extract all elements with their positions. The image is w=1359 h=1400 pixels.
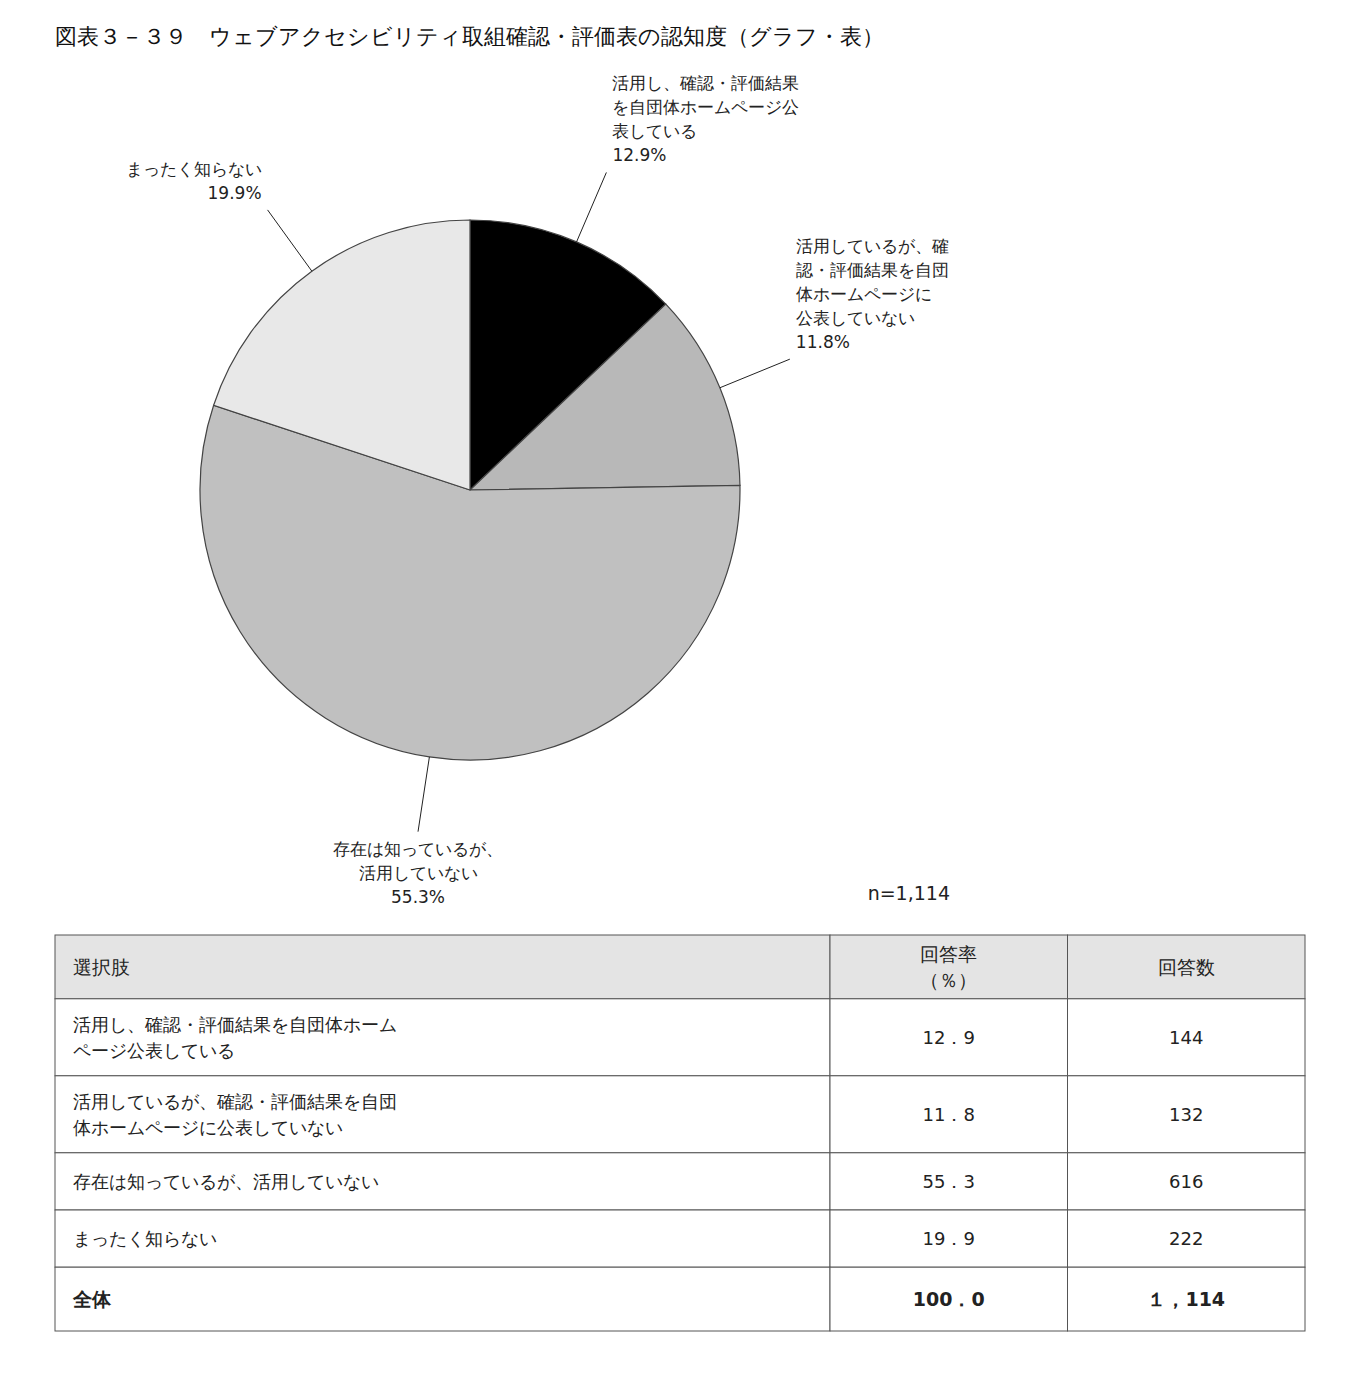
- table-cell: [55, 1267, 830, 1331]
- slice-label-line: を自団体ホームページ公: [612, 97, 799, 117]
- table-cell: [830, 1267, 1068, 1331]
- slice-label-line: 公表していない: [796, 308, 915, 328]
- table-cell: [55, 1153, 830, 1210]
- table-text-line: 活用しているが、確認・評価結果を自団: [73, 1091, 397, 1112]
- pie-labels: 活用し、確認・評価結果を自団体ホームページ公表している 12.9% 活用しているが、…: [126, 73, 949, 906]
- slice-label: 存在は知っているが、活用していない: [333, 839, 503, 883]
- table-cell: [1068, 1267, 1306, 1331]
- slice-label: まったく知らない: [126, 159, 262, 179]
- table-header-line: 回答数: [1158, 956, 1215, 978]
- table-text: 132: [1169, 1104, 1203, 1125]
- slice-label-line: 活用しているが、確: [796, 236, 949, 256]
- table-text: 全体: [72, 1288, 112, 1310]
- table-header: 回答率 （％）: [920, 943, 977, 991]
- table-text-line: 12．9: [923, 1027, 975, 1048]
- table-text-line: 222: [1169, 1228, 1203, 1249]
- title: 図表３－３９ ウェブアクセシビリティ取組確認・評価表の認知度（グラフ・表）: [55, 24, 884, 49]
- table-cell: [830, 1076, 1068, 1153]
- table-text-line: 132: [1169, 1104, 1203, 1125]
- leader-line: [577, 172, 607, 241]
- table-header-line: 選択肢: [73, 956, 130, 978]
- table-header-cell: [55, 935, 830, 999]
- chart-svg: 図表３－３９ ウェブアクセシビリティ取組確認・評価表の認知度（グラフ・表） 活用し…: [0, 0, 1359, 1400]
- table-header-line: （％）: [920, 969, 977, 991]
- leader-line: [720, 359, 790, 388]
- table-text: 222: [1169, 1228, 1203, 1249]
- data-label: 55.3%: [391, 887, 445, 907]
- table: 選択肢 回答率 （％） 回答数活用し、確認・評価結果を自団体ホームページ公表している 1…: [55, 935, 1305, 1331]
- table-cell: [830, 1210, 1068, 1267]
- table-text: 55．3: [923, 1171, 975, 1192]
- table-cell: [830, 1153, 1068, 1210]
- slice-label-line: まったく知らない: [126, 159, 262, 179]
- chart-container: 図表３－３９ ウェブアクセシビリティ取組確認・評価表の認知度（グラフ・表） 活用し…: [0, 0, 1359, 1400]
- slice-label: 活用し、確認・評価結果を自団体ホームページ公表している: [612, 73, 799, 141]
- table-cell: [1068, 1153, 1306, 1210]
- table-text-line: 活用し、確認・評価結果を自団体ホーム: [73, 1014, 397, 1035]
- table-text-line: 55．3: [923, 1171, 975, 1192]
- table-cell: [1068, 999, 1306, 1076]
- table-cell: [1068, 1076, 1306, 1153]
- slice-label-line: 活用していない: [359, 863, 478, 883]
- table-text-line: 11．8: [923, 1104, 975, 1125]
- table-text-line: １，114: [1147, 1288, 1225, 1310]
- table-text: 616: [1169, 1171, 1203, 1192]
- slice-label-line: 体ホームページに: [796, 284, 932, 304]
- data-label: 11.8%: [796, 332, 850, 352]
- table-cell: [830, 999, 1068, 1076]
- table-cell: [55, 1210, 830, 1267]
- table-text-line: 体ホームページに公表していない: [73, 1117, 343, 1138]
- slice-label-line: 活用し、確認・評価結果: [612, 73, 799, 93]
- table-header: 選択肢: [73, 956, 130, 978]
- data-label: 12.9%: [612, 145, 666, 165]
- leader-line: [418, 757, 429, 832]
- table-text: １，114: [1147, 1288, 1225, 1310]
- table-cell: [55, 1076, 830, 1153]
- table-header: 回答数: [1158, 956, 1215, 978]
- table-text-line: 616: [1169, 1171, 1203, 1192]
- table-text: 19．9: [923, 1228, 975, 1249]
- table-text: 活用しているが、確認・評価結果を自団体ホームページに公表していない: [73, 1091, 397, 1138]
- slice-label-line: 存在は知っているが、: [333, 839, 503, 859]
- slice-label-line: 認・評価結果を自団: [796, 260, 949, 280]
- pie-slice: [470, 304, 740, 490]
- table-header-line: 回答率: [920, 943, 977, 965]
- table-text-line: まったく知らない: [73, 1228, 217, 1249]
- table-text: 144: [1169, 1027, 1203, 1048]
- table-header-cell: [830, 935, 1068, 999]
- data-label: 19.9%: [208, 183, 262, 203]
- table-cell: [55, 999, 830, 1076]
- table-text-line: 100．0: [913, 1288, 985, 1310]
- table-text-line: 存在は知っているが、活用していない: [73, 1171, 379, 1192]
- annotation: n=1,114: [868, 882, 950, 904]
- table-text-line: 全体: [72, 1288, 112, 1310]
- slice-label-line: 表している: [612, 121, 697, 141]
- table-text: 100．0: [913, 1288, 985, 1310]
- pie-slice: [214, 220, 470, 490]
- table-text: まったく知らない: [73, 1228, 217, 1249]
- slice-label: 活用しているが、確認・評価結果を自団体ホームページに公表していない: [796, 236, 949, 328]
- table-text: 12．9: [923, 1027, 975, 1048]
- table-text-line: 144: [1169, 1027, 1203, 1048]
- table-header-cell: [1068, 935, 1306, 999]
- table-text-line: ページ公表している: [73, 1040, 235, 1061]
- table-text: 存在は知っているが、活用していない: [73, 1171, 379, 1192]
- table-text: 活用し、確認・評価結果を自団体ホームページ公表している: [73, 1014, 397, 1061]
- pie: [200, 220, 740, 760]
- leader-line: [268, 210, 312, 271]
- table-text: 11．8: [923, 1104, 975, 1125]
- background: [0, 0, 1359, 1400]
- table-cell: [1068, 1210, 1306, 1267]
- table-text-line: 19．9: [923, 1228, 975, 1249]
